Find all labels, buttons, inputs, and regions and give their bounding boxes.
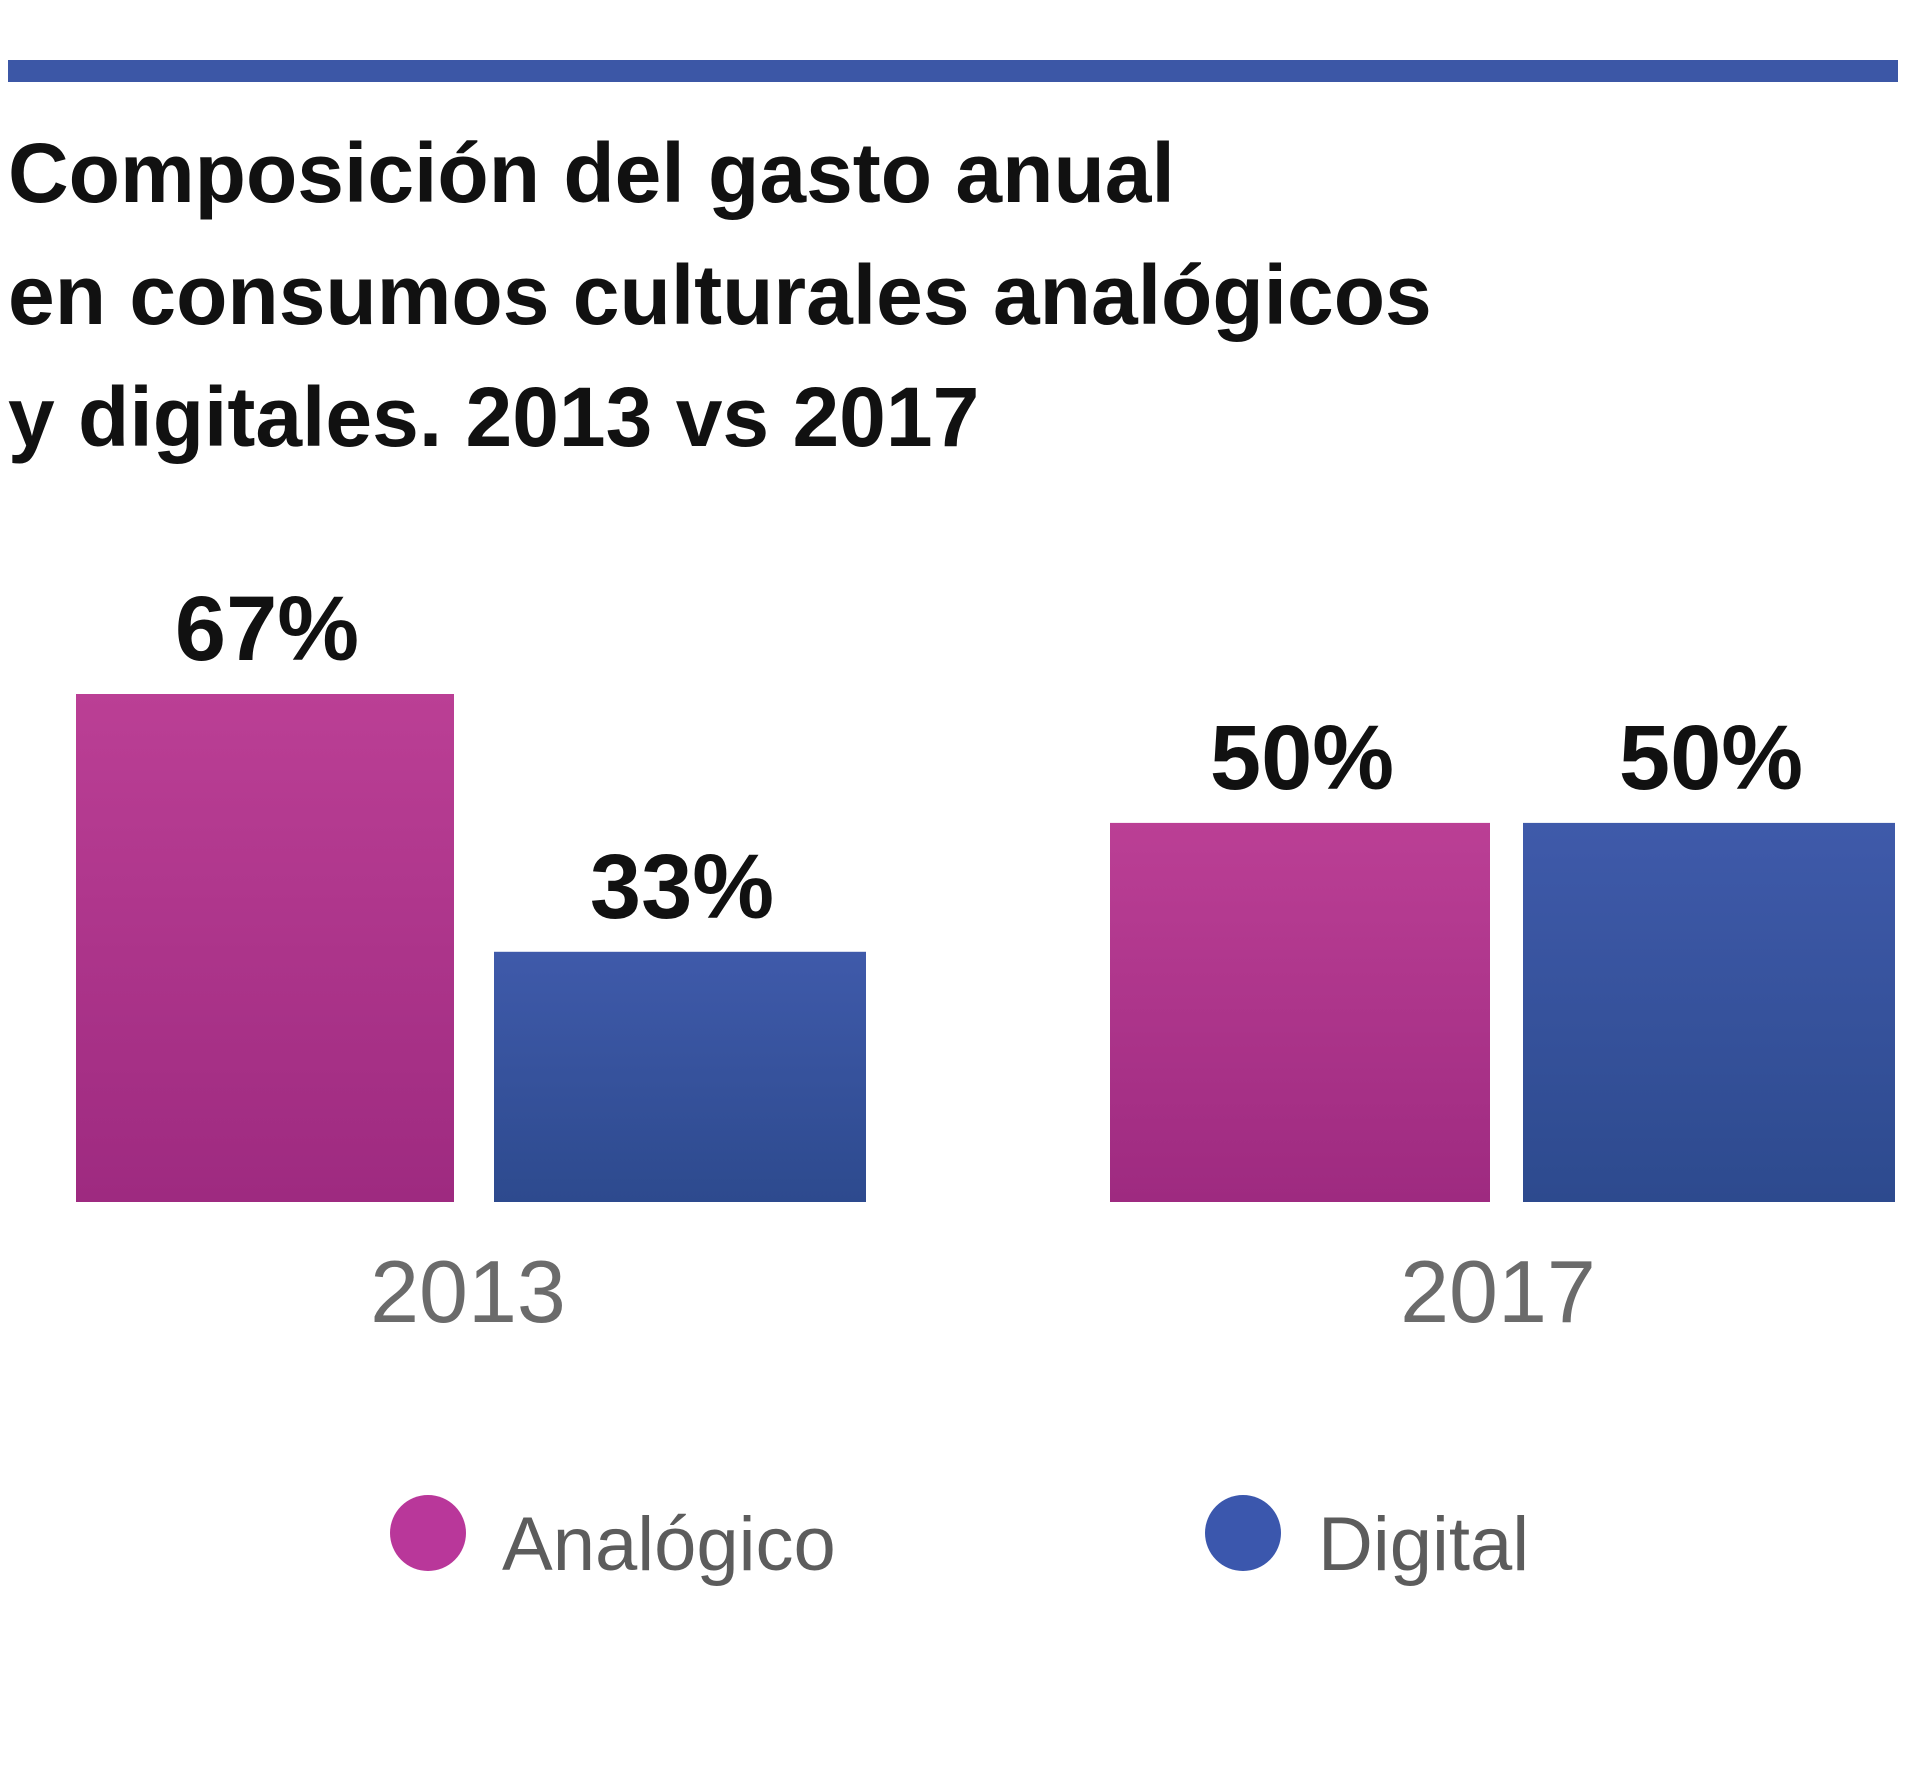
value-label-digital-2017: 50% bbox=[1619, 707, 1803, 809]
category-label-2017: 2017 bbox=[1400, 1242, 1596, 1341]
chart-title: Composición del gasto anual en consumos … bbox=[8, 112, 1432, 478]
value-label-analogico-2013: 67% bbox=[175, 578, 359, 680]
legend: Analógico Digital bbox=[390, 1495, 1529, 1587]
bar-analogico-2013 bbox=[76, 694, 454, 1202]
value-label-digital-2013: 33% bbox=[590, 836, 774, 938]
legend-marker-digital bbox=[1205, 1495, 1281, 1571]
bar-analogico-2017 bbox=[1110, 822, 1490, 1202]
title-line-3: y digitales. 2013 vs 2017 bbox=[8, 370, 980, 464]
category-label-2013: 2013 bbox=[370, 1242, 566, 1341]
legend-label-analogico: Analógico bbox=[502, 1502, 836, 1587]
bar-digital-2013 bbox=[494, 951, 866, 1202]
legend-marker-analogico bbox=[390, 1495, 466, 1571]
value-label-analogico-2017: 50% bbox=[1210, 707, 1394, 809]
top-rule bbox=[8, 60, 1898, 82]
title-line-2: en consumos culturales analógicos bbox=[8, 248, 1432, 342]
title-line-1: Composición del gasto anual bbox=[8, 126, 1175, 220]
bar-digital-2017 bbox=[1523, 822, 1895, 1202]
legend-label-digital: Digital bbox=[1318, 1502, 1529, 1587]
